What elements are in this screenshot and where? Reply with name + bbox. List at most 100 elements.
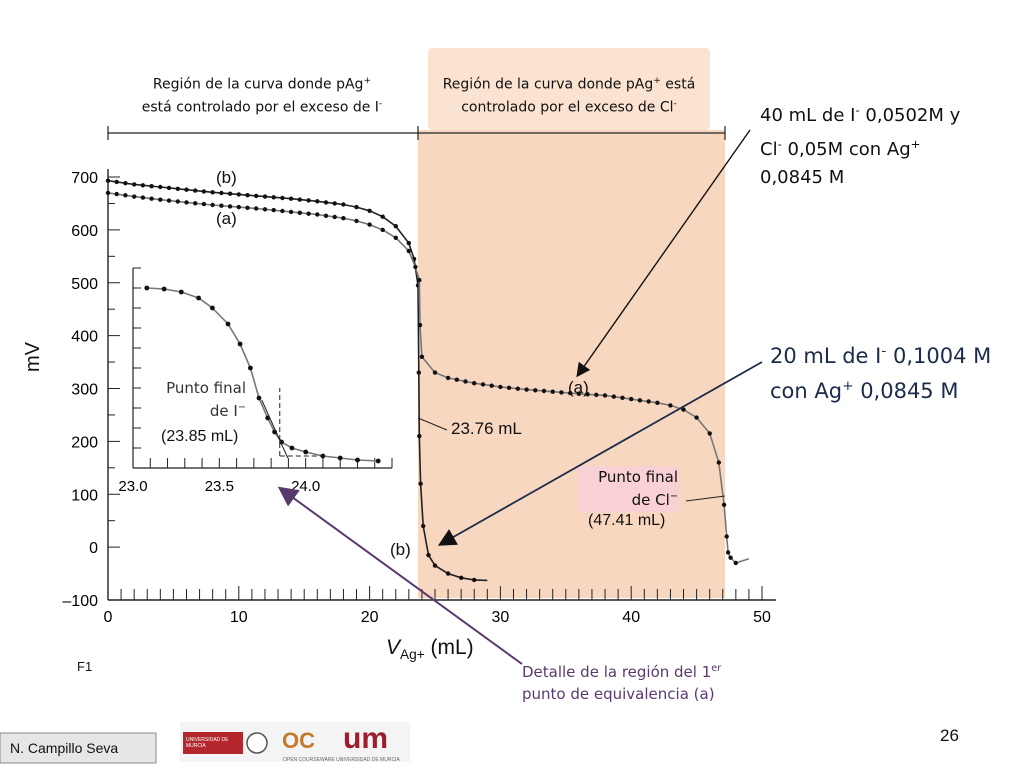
data-point bbox=[288, 209, 294, 215]
inset-data-point bbox=[237, 341, 243, 347]
inset-x-tick-label: 23.5 bbox=[205, 478, 234, 495]
curve-a-mid-label: (a) bbox=[568, 378, 589, 397]
detail-arrow bbox=[277, 486, 523, 665]
mix-arrow bbox=[576, 129, 751, 378]
data-point bbox=[417, 277, 422, 283]
x-tick-label: 0 bbox=[104, 609, 113, 626]
iodide-endpoint-label: Punto final de I− bbox=[166, 379, 246, 420]
data-point bbox=[417, 322, 423, 328]
data-point bbox=[236, 192, 241, 197]
cl-excess-region bbox=[418, 130, 725, 598]
page-number: 26 bbox=[940, 726, 959, 745]
data-point bbox=[721, 502, 727, 507]
data-point bbox=[114, 191, 119, 197]
data-point bbox=[271, 207, 276, 213]
data-point bbox=[354, 218, 359, 224]
y-tick-label: 200 bbox=[71, 434, 98, 451]
inset-data-point bbox=[375, 458, 381, 464]
data-point bbox=[445, 375, 451, 381]
inset-data-point bbox=[256, 395, 262, 401]
data-point bbox=[620, 395, 625, 400]
data-point bbox=[426, 552, 431, 558]
data-point bbox=[140, 183, 146, 188]
cl-endpoint-label: Punto final de Cl− bbox=[598, 468, 678, 509]
data-point bbox=[406, 240, 411, 246]
main-axes: 700 600 500 400 300 200 100 0 –100 0 10 20 30 40 50 bbox=[62, 169, 776, 626]
data-point bbox=[315, 199, 320, 204]
data-point bbox=[637, 398, 643, 403]
data-point bbox=[323, 200, 329, 205]
data-point bbox=[140, 195, 146, 200]
data-point bbox=[733, 560, 738, 566]
inset-data-point bbox=[337, 455, 343, 461]
inset-data-point bbox=[161, 286, 167, 292]
data-point bbox=[489, 383, 494, 388]
x-tick-label: 50 bbox=[753, 609, 771, 626]
y-tick-label: 500 bbox=[71, 276, 98, 293]
data-point bbox=[201, 201, 207, 207]
university-logo-block bbox=[183, 732, 243, 754]
inset-data-point bbox=[144, 285, 150, 291]
data-point bbox=[236, 204, 241, 210]
data-point bbox=[367, 222, 372, 227]
y-tick-label: 400 bbox=[71, 329, 98, 346]
data-point bbox=[416, 370, 421, 375]
data-point bbox=[227, 204, 233, 209]
single-arrow bbox=[437, 361, 763, 546]
figure-label: F1 bbox=[77, 659, 93, 674]
data-point bbox=[655, 400, 660, 405]
iodide-endpoint-value: (23.85 mL) bbox=[161, 428, 239, 445]
data-point bbox=[432, 370, 438, 375]
data-point bbox=[506, 385, 512, 390]
inset-x-tick-label: 23.0 bbox=[118, 478, 147, 495]
um-logo: um bbox=[343, 722, 388, 755]
data-point bbox=[498, 384, 503, 390]
data-point bbox=[576, 391, 582, 396]
cl-region-title-box bbox=[428, 48, 710, 130]
data-point bbox=[245, 205, 250, 210]
data-point bbox=[166, 185, 172, 191]
data-point bbox=[646, 399, 651, 404]
data-point bbox=[515, 386, 520, 391]
x-tick-label: 20 bbox=[361, 609, 379, 626]
ocw-caption: OPEN COURSEWARE UNIVERSIDAD DE MURCIA bbox=[283, 757, 400, 763]
data-point bbox=[668, 403, 673, 408]
data-point bbox=[418, 481, 423, 486]
data-point bbox=[341, 202, 346, 207]
x-axis-title: VAg+ (mL) bbox=[386, 636, 474, 663]
inset-endpoint-pointer bbox=[261, 399, 289, 459]
data-point bbox=[219, 203, 224, 208]
data-point bbox=[421, 523, 426, 529]
cl-endpoint-box bbox=[577, 466, 680, 512]
data-point bbox=[332, 214, 337, 220]
data-point bbox=[132, 182, 137, 187]
data-point bbox=[533, 388, 538, 393]
curve-b-lower-label: (b) bbox=[390, 540, 411, 559]
data-point bbox=[175, 199, 180, 204]
data-point bbox=[280, 208, 285, 214]
data-point bbox=[380, 214, 385, 219]
data-point bbox=[332, 201, 337, 206]
y-tick-label: 600 bbox=[71, 223, 98, 240]
data-point bbox=[559, 390, 564, 395]
data-point bbox=[105, 178, 111, 183]
data-point bbox=[306, 198, 311, 203]
data-point bbox=[132, 194, 137, 199]
data-point bbox=[550, 389, 555, 394]
inset-data-point bbox=[225, 321, 231, 327]
data-point bbox=[288, 196, 294, 201]
data-point bbox=[568, 390, 573, 396]
data-point bbox=[380, 227, 385, 233]
y-axis-title: mV bbox=[22, 342, 44, 372]
first-equivalence-value: 23.76 mL bbox=[451, 419, 522, 438]
data-point bbox=[406, 248, 411, 254]
data-point bbox=[149, 196, 154, 201]
data-point bbox=[694, 415, 699, 420]
inset-x-tick-label: 24.0 bbox=[291, 478, 320, 495]
data-point bbox=[602, 393, 608, 398]
data-point bbox=[341, 216, 346, 221]
data-point bbox=[105, 190, 111, 196]
inset-data-point bbox=[248, 365, 253, 371]
data-point bbox=[393, 235, 398, 240]
